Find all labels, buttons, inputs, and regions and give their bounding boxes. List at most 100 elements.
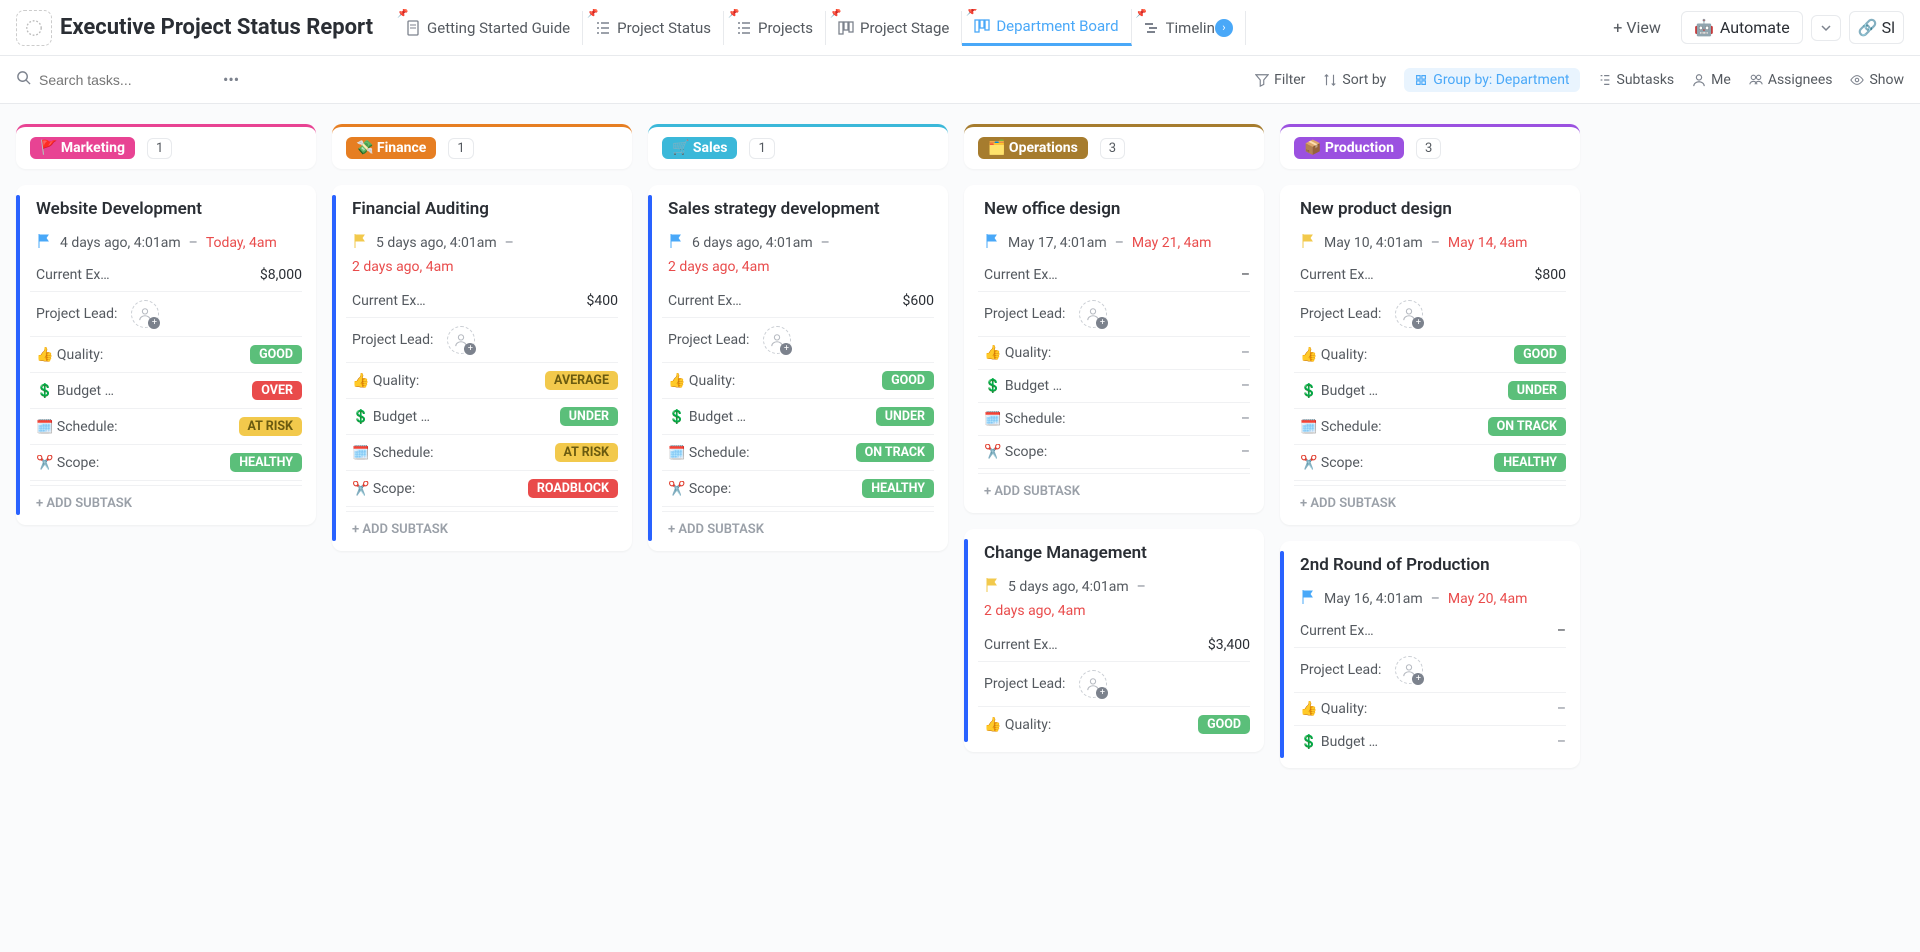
- department-chip: 💸 Finance: [346, 137, 436, 159]
- expense-label: Current Ex…: [984, 637, 1058, 653]
- field-budget: 💲 Budget …UNDER: [346, 399, 618, 435]
- add-subtask-button[interactable]: + ADD SUBTASK: [1294, 485, 1566, 515]
- scope-label: ✂️ Scope:: [984, 444, 1047, 460]
- field-lead: Project Lead:+: [30, 292, 302, 337]
- column-header[interactable]: 📦 Production3: [1280, 124, 1580, 169]
- assignee-placeholder[interactable]: +: [1079, 300, 1107, 328]
- add-view-button[interactable]: + View: [1601, 10, 1673, 45]
- dash: –: [505, 235, 514, 251]
- flag-icon[interactable]: [668, 233, 684, 253]
- flag-icon[interactable]: [984, 233, 1000, 253]
- flag-icon[interactable]: [1300, 589, 1316, 609]
- dash: –: [1431, 235, 1440, 251]
- top-header: Executive Project Status Report 📌Getting…: [0, 0, 1920, 56]
- column-header[interactable]: 🚩 Marketing1: [16, 124, 316, 169]
- task-card[interactable]: Website Development4 days ago, 4:01am–To…: [16, 185, 316, 525]
- field-budget: 💲 Budget …–: [978, 370, 1250, 403]
- assignee-placeholder[interactable]: +: [763, 326, 791, 354]
- flag-icon[interactable]: [1300, 233, 1316, 253]
- column-header[interactable]: 🗂️ Operations3: [964, 124, 1264, 169]
- task-card[interactable]: New product designMay 10, 4:01am–May 14,…: [1280, 185, 1580, 525]
- assignees-button[interactable]: Assignees: [1749, 72, 1833, 88]
- tab-icon: [405, 20, 421, 36]
- more-icon[interactable]: •••: [223, 70, 239, 89]
- add-subtask-button[interactable]: + ADD SUBTASK: [978, 473, 1250, 503]
- tab-projects[interactable]: 📌Projects: [724, 11, 826, 45]
- toolbar-right: Filter Sort by Group by: Department Subt…: [1255, 68, 1904, 92]
- count-badge: 1: [448, 138, 473, 159]
- schedule-label: 🗓️ Schedule:: [1300, 419, 1382, 435]
- me-button[interactable]: Me: [1692, 72, 1731, 88]
- add-subtask-button[interactable]: + ADD SUBTASK: [346, 511, 618, 541]
- budget-label: 💲 Budget …: [984, 378, 1062, 394]
- tab-project-status[interactable]: 📌Project Status: [583, 11, 724, 45]
- tab-getting-started-guide[interactable]: 📌Getting Started Guide: [393, 11, 583, 45]
- group-button[interactable]: Group by: Department: [1404, 68, 1579, 92]
- column-header[interactable]: 🛒 Sales1: [648, 124, 948, 169]
- task-title: 2nd Round of Production: [1294, 555, 1566, 575]
- status-good: GOOD: [882, 371, 934, 390]
- tab-timelin[interactable]: 📌Timelin›: [1132, 11, 1246, 45]
- tab-label: Getting Started Guide: [427, 19, 570, 37]
- assignee-placeholder[interactable]: +: [131, 300, 159, 328]
- status-under: UNDER: [876, 407, 934, 426]
- date-row: 5 days ago, 4:01am–: [346, 233, 618, 253]
- task-title: New office design: [978, 199, 1250, 219]
- filter-button[interactable]: Filter: [1255, 72, 1305, 88]
- top-right-controls: 🤖 Automate 🔗 Sl: [1681, 11, 1904, 44]
- task-card[interactable]: Financial Auditing5 days ago, 4:01am–2 d…: [332, 185, 632, 551]
- date-row: 5 days ago, 4:01am–: [978, 577, 1250, 597]
- budget-label: 💲 Budget …: [36, 383, 114, 399]
- task-title: Change Management: [978, 543, 1250, 563]
- task-card[interactable]: Change Management5 days ago, 4:01am–2 da…: [964, 529, 1264, 752]
- search-input[interactable]: [39, 72, 199, 88]
- date-row: 4 days ago, 4:01am–Today, 4am: [30, 233, 302, 253]
- dash: –: [189, 235, 198, 251]
- scroll-right-icon[interactable]: ›: [1215, 19, 1233, 37]
- assignee-placeholder[interactable]: +: [1395, 656, 1423, 684]
- field-schedule: 🗓️ Schedule: ON TRACK: [1294, 409, 1566, 445]
- schedule-label: 🗓️ Schedule:: [352, 445, 434, 461]
- tab-project-stage[interactable]: 📌Project Stage: [826, 11, 962, 45]
- tab-department-board[interactable]: 📌Department Board: [962, 9, 1131, 46]
- flag-icon[interactable]: [352, 233, 368, 253]
- task-card[interactable]: Sales strategy development6 days ago, 4:…: [648, 185, 948, 551]
- field-expense: Current Ex…$800: [1294, 259, 1566, 292]
- quality-label: 👍 Quality:: [984, 345, 1051, 361]
- assignee-placeholder[interactable]: +: [1395, 300, 1423, 328]
- workspace-icon[interactable]: [16, 10, 52, 46]
- end-date: May 20, 4am: [1448, 591, 1528, 607]
- assignee-placeholder[interactable]: +: [1079, 670, 1107, 698]
- field-schedule: 🗓️ Schedule:AT RISK: [346, 435, 618, 471]
- field-lead: Project Lead:+: [978, 292, 1250, 337]
- dash: –: [1137, 579, 1146, 595]
- sort-button[interactable]: Sort by: [1323, 72, 1386, 88]
- field-budget: 💲 Budget … OVER: [30, 373, 302, 409]
- start-date: 5 days ago, 4:01am: [1008, 579, 1129, 595]
- subtasks-button[interactable]: Subtasks: [1598, 72, 1675, 88]
- share-label: Sl: [1882, 18, 1895, 37]
- group-label: Group by: Department: [1433, 72, 1569, 88]
- status-on_track: ON TRACK: [1488, 417, 1566, 436]
- count-badge: 1: [749, 138, 774, 159]
- add-subtask-button[interactable]: + ADD SUBTASK: [662, 511, 934, 541]
- column-sales: 🛒 Sales1 Sales strategy development6 days…: [648, 124, 948, 768]
- expense-value: $800: [1535, 267, 1566, 283]
- flag-icon[interactable]: [984, 577, 1000, 597]
- expense-value: $3,400: [1208, 637, 1250, 653]
- status-over: OVER: [252, 381, 302, 400]
- automate-button[interactable]: 🤖 Automate: [1681, 11, 1803, 44]
- flag-icon[interactable]: [36, 233, 52, 253]
- assignee-placeholder[interactable]: +: [447, 326, 475, 354]
- add-subtask-button[interactable]: + ADD SUBTASK: [30, 485, 302, 515]
- task-card[interactable]: 2nd Round of ProductionMay 16, 4:01am–Ma…: [1280, 541, 1580, 768]
- field-lead: Project Lead:+: [346, 318, 618, 363]
- page-title[interactable]: Executive Project Status Report: [60, 15, 373, 40]
- show-button[interactable]: Show: [1850, 72, 1904, 88]
- automate-dropdown[interactable]: [1811, 15, 1841, 41]
- tab-label: Project Status: [617, 19, 711, 37]
- column-header[interactable]: 💸 Finance 1: [332, 124, 632, 169]
- quality-label: 👍 Quality:: [1300, 347, 1367, 363]
- share-button[interactable]: 🔗 Sl: [1849, 11, 1904, 44]
- task-card[interactable]: New office designMay 17, 4:01am–May 21, …: [964, 185, 1264, 513]
